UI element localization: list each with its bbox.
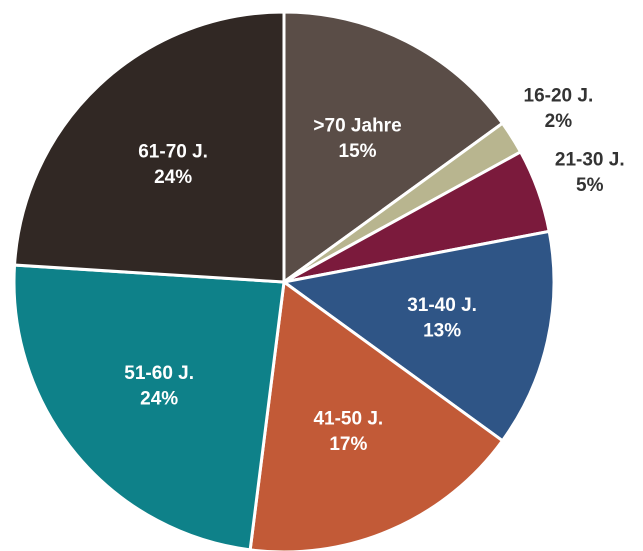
slice-label: 51-60 J. 24% [124, 363, 194, 410]
value-label: 15% [339, 141, 377, 162]
slice-label: >70 Jahre 15% [313, 115, 401, 162]
value-label: 24% [154, 167, 192, 188]
category-label: 41-50 J. [313, 408, 383, 429]
slice-label: 31-40 J. 13% [407, 295, 477, 342]
category-label: 31-40 J. [407, 295, 477, 316]
category-label: 21-30 J. [555, 150, 625, 171]
pie-slice [282, 10, 505, 285]
slice-label: 21-30 J. 5% [555, 150, 625, 197]
category-label: 51-60 J. [124, 363, 194, 384]
slice-label: 41-50 J. 17% [313, 408, 383, 455]
pie-slice [280, 229, 556, 443]
value-label: 17% [329, 434, 367, 455]
pie-slice [248, 279, 505, 551]
pie-slice [12, 263, 286, 551]
pie-slice [12, 10, 286, 284]
category-label: >70 Jahre [313, 115, 401, 136]
category-label: 61-70 J. [138, 142, 208, 163]
value-label: 2% [545, 111, 573, 132]
value-label: 24% [140, 389, 178, 410]
value-label: 5% [576, 175, 604, 196]
slice-label: 61-70 J. 24% [138, 142, 208, 189]
value-label: 13% [423, 321, 461, 342]
slice-label: 16-20 J. 2% [524, 85, 594, 132]
category-label: 16-20 J. [524, 85, 594, 106]
